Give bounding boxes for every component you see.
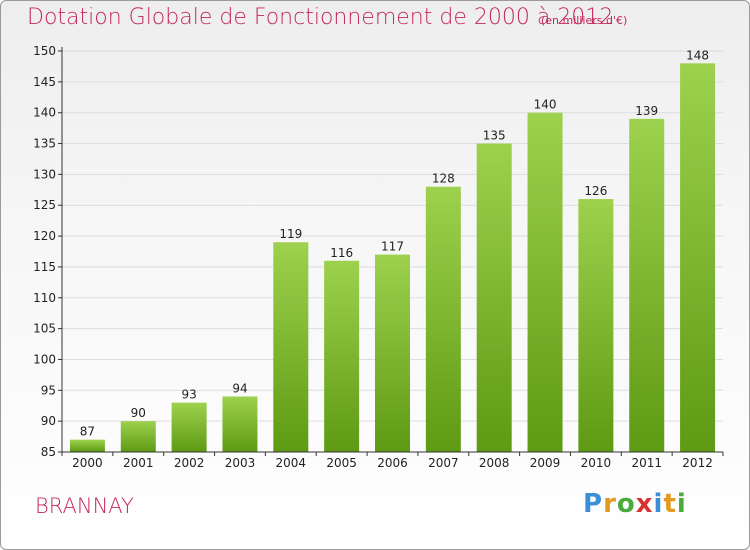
bar-chart: 87 90 93 94 119 116 117 128 135 140 126 139 148 85 90… <box>33 44 724 470</box>
y-tick-label: 150 <box>33 44 56 58</box>
data-label: 139 <box>635 104 658 118</box>
commune-name: BRANNAY <box>35 494 134 518</box>
chart-unit: (en milliers d'€) <box>541 14 628 27</box>
data-label: 90 <box>131 406 146 420</box>
bar <box>120 421 156 452</box>
y-tick-label: 90 <box>41 414 56 428</box>
data-label: 94 <box>232 381 247 395</box>
bar <box>527 112 563 452</box>
y-tick-label: 95 <box>41 383 56 397</box>
logo-letter: i <box>653 489 664 519</box>
logo-letter: x <box>635 489 654 519</box>
x-tick-label: 2010 <box>581 456 612 470</box>
data-label: 148 <box>686 48 709 62</box>
bar <box>222 396 258 452</box>
x-tick-label: 2005 <box>326 456 357 470</box>
data-label: 93 <box>181 388 196 402</box>
bar <box>476 143 512 453</box>
logo-letter: P <box>583 489 604 519</box>
logo-letter: i <box>676 489 687 519</box>
data-label: 116 <box>330 246 353 260</box>
x-tick-label: 2004 <box>276 456 307 470</box>
bar <box>578 199 614 452</box>
bar <box>375 254 410 452</box>
x-tick-label: 2003 <box>225 456 256 470</box>
y-tick-label: 85 <box>41 445 56 459</box>
bar <box>273 242 309 452</box>
y-tick-label: 120 <box>33 229 56 243</box>
data-label: 135 <box>483 129 506 143</box>
y-tick-label: 125 <box>33 198 56 212</box>
y-tick-label: 105 <box>33 322 56 336</box>
x-tick-label: 2002 <box>174 456 205 470</box>
y-tick-label: 140 <box>33 106 56 120</box>
bar <box>680 63 716 452</box>
data-label: 140 <box>534 98 557 112</box>
bar <box>629 118 665 452</box>
y-tick-label: 110 <box>33 291 56 305</box>
x-tick-label: 2012 <box>682 456 713 470</box>
x-tick-label: 2009 <box>530 456 561 470</box>
y-tick-label: 135 <box>33 137 56 151</box>
x-tick-label: 2000 <box>72 456 103 470</box>
data-label: 126 <box>584 184 607 198</box>
y-tick-label: 100 <box>33 352 56 366</box>
data-label: 117 <box>381 240 404 254</box>
bar <box>324 260 360 452</box>
data-label: 119 <box>279 227 302 241</box>
bar <box>425 186 461 452</box>
x-tick-label: 2006 <box>377 456 408 470</box>
data-label: 87 <box>80 425 95 439</box>
x-tick-label: 2008 <box>479 456 510 470</box>
y-tick-label: 145 <box>33 75 56 89</box>
y-tick-label: 130 <box>33 167 56 181</box>
bar <box>171 402 207 452</box>
x-tick-label: 2001 <box>123 456 154 470</box>
chart-title: Dotation Globale de Fonctionnement de 20… <box>27 5 614 30</box>
logo-letter: r <box>603 489 617 519</box>
x-tick-label: 2007 <box>428 456 459 470</box>
logo-letter: t <box>663 489 677 519</box>
x-tick-label: 2011 <box>631 456 662 470</box>
proxiti-logo: Proxiti <box>583 489 687 519</box>
y-tick-label: 115 <box>33 260 56 274</box>
bar <box>69 439 105 452</box>
logo-letter: o <box>616 489 636 519</box>
data-label: 128 <box>432 172 455 186</box>
